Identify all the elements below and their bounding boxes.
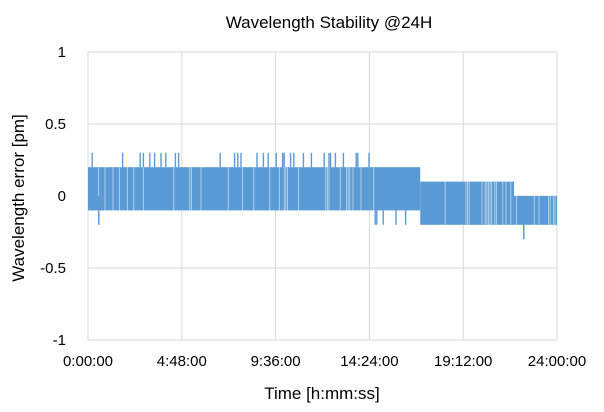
data-series	[88, 152, 557, 240]
x-tick-label: 14:24:00	[340, 353, 398, 370]
x-axis-title: Time [h:mm:ss]	[264, 384, 380, 403]
y-axis-ticks: 1 0.5 0 -0.5 -1	[40, 44, 66, 349]
y-tick-label: -0.5	[40, 260, 66, 277]
y-axis-title: Wavelength error [pm]	[9, 114, 28, 282]
x-tick-label: 19:12:00	[434, 353, 492, 370]
series-band	[420, 181, 515, 225]
series-band	[369, 167, 421, 211]
series-band	[88, 167, 370, 211]
x-tick-label: 0:00:00	[63, 353, 113, 370]
x-tick-label: 9:36:00	[251, 353, 301, 370]
x-tick-label: 4:48:00	[157, 353, 207, 370]
y-tick-label: 1	[58, 44, 66, 61]
x-axis-ticks: 0:00:00 4:48:00 9:36:00 14:24:00 19:12:00 24:…	[63, 353, 586, 370]
y-tick-label: 0	[58, 188, 66, 205]
chart-title: Wavelength Stability @24H	[226, 13, 433, 32]
y-tick-label: 0.5	[45, 116, 66, 133]
y-tick-label: -1	[53, 332, 66, 349]
x-tick-label: 24:00:00	[528, 353, 586, 370]
